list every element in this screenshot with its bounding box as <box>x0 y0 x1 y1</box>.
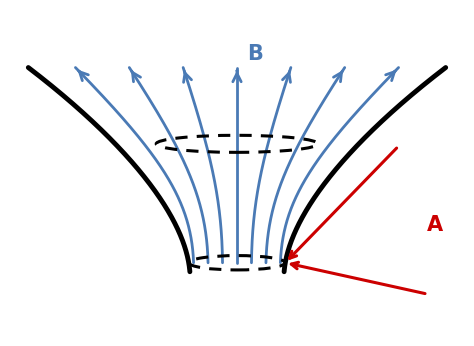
Text: A: A <box>427 215 443 235</box>
Text: B: B <box>247 44 263 64</box>
